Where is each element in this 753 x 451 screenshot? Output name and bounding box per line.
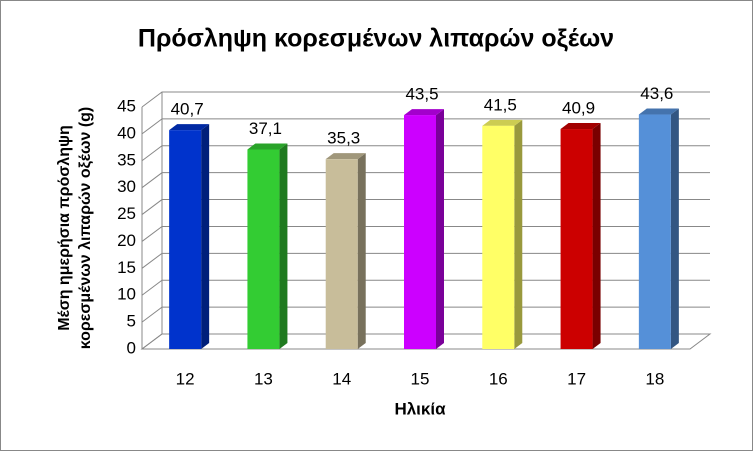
value-label: 37,1 <box>249 119 282 138</box>
chart-title: Πρόσληψη κορεσμένων λιπαρών οξέων <box>138 25 614 53</box>
grid-line <box>141 333 710 350</box>
grid-line <box>141 279 710 296</box>
x-tick-label: 16 <box>489 369 508 388</box>
y-tick-label: 0 <box>127 338 136 357</box>
value-label: 40,7 <box>171 100 204 119</box>
grid-line <box>141 199 710 215</box>
bar-side <box>670 108 679 349</box>
bar <box>247 149 280 349</box>
y-axis-label: Μέση ημερήσια πρόσληψη κορεσμένων λιπαρώ… <box>56 107 94 350</box>
grid-line <box>141 91 710 108</box>
grid-line <box>141 145 710 162</box>
x-tick-label: 12 <box>176 369 195 388</box>
x-tick-label: 18 <box>645 369 664 388</box>
y-tick-label: 5 <box>127 312 136 331</box>
value-label: 41,5 <box>484 95 517 114</box>
bar-top <box>247 143 288 150</box>
bar-side <box>514 119 523 349</box>
y-tick-label: 30 <box>117 177 136 196</box>
y-tick-label: 35 <box>117 150 136 169</box>
bar <box>169 130 202 349</box>
bar-top <box>560 123 601 130</box>
y-tick-label: 40 <box>117 123 136 142</box>
grid-line <box>141 306 710 323</box>
bar-top <box>325 153 366 160</box>
bar-side <box>201 124 210 349</box>
y-tick-label: 15 <box>117 258 136 277</box>
grid-line <box>141 225 710 242</box>
value-label: 43,6 <box>640 84 673 103</box>
bar-side <box>357 153 366 349</box>
bar <box>404 115 436 349</box>
x-axis-label: Ηλικία <box>394 399 446 418</box>
bar <box>560 129 593 349</box>
bar-side <box>592 123 601 349</box>
bar <box>325 159 358 349</box>
y-axis-label-line: Μέση ημερήσια πρόσληψη <box>56 125 73 331</box>
y-axis-label-line: κορεσμένων λιπαρών οξέων (g) <box>77 107 94 350</box>
bar <box>482 125 515 349</box>
y-tick-label: 25 <box>117 204 136 223</box>
x-tick-label: 14 <box>332 369 351 388</box>
y-tick-label: 10 <box>117 285 136 304</box>
bar <box>638 114 671 349</box>
y-tick-label: 20 <box>117 231 136 250</box>
bar-side <box>436 109 444 349</box>
value-label: 40,9 <box>562 99 595 118</box>
bar-top <box>482 119 523 126</box>
y-tick-label: 45 <box>117 96 136 115</box>
x-tick-label: 15 <box>411 369 430 388</box>
x-tick-label: 13 <box>254 369 273 388</box>
grid-line <box>141 172 710 189</box>
grid-line <box>141 118 710 135</box>
bar-top <box>169 124 210 131</box>
value-label: 43,5 <box>405 85 438 104</box>
bar-top <box>638 108 679 115</box>
x-tick-label: 17 <box>567 369 586 388</box>
grid-line <box>141 252 710 269</box>
value-label: 35,3 <box>327 129 360 148</box>
bar-top <box>404 109 444 116</box>
bar-side <box>279 143 288 349</box>
